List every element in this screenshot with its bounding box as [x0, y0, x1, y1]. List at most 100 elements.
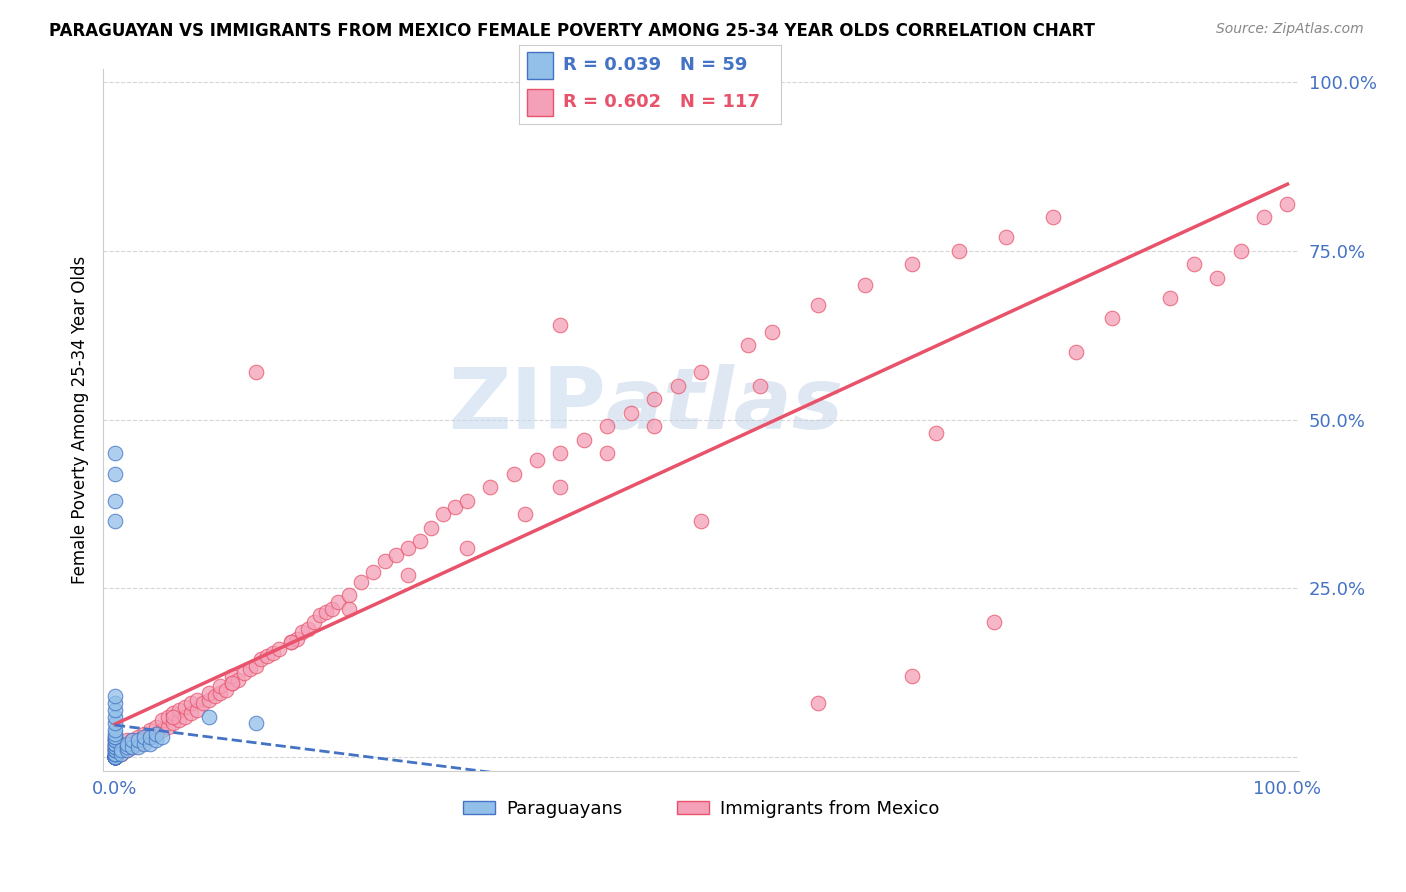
Point: [232, 665, 254, 680]
Point: [1206, 270, 1229, 285]
Point: [110, 740, 132, 755]
Point: [221, 676, 243, 690]
Point: [197, 686, 219, 700]
Point: [901, 257, 924, 271]
Point: [204, 690, 226, 704]
Point: [104, 743, 127, 757]
Point: [256, 648, 278, 663]
Point: [226, 673, 249, 687]
Point: [180, 706, 202, 721]
Point: [221, 669, 243, 683]
Point: [169, 703, 191, 717]
Point: [150, 713, 173, 727]
Point: [245, 659, 267, 673]
Point: [104, 733, 127, 747]
Point: [321, 601, 343, 615]
Point: [337, 588, 360, 602]
Point: [186, 703, 208, 717]
Point: [104, 750, 127, 764]
Point: [145, 720, 167, 734]
Point: [127, 730, 149, 744]
Point: [115, 740, 138, 755]
Point: [104, 750, 127, 764]
Point: [162, 706, 184, 721]
Point: [104, 696, 127, 710]
Point: [1182, 257, 1205, 271]
Point: [302, 615, 325, 629]
Point: [104, 750, 127, 764]
Point: [666, 379, 689, 393]
Point: [110, 747, 132, 761]
Point: [150, 723, 173, 738]
Point: [134, 726, 156, 740]
Point: [191, 696, 214, 710]
Text: Source: ZipAtlas.com: Source: ZipAtlas.com: [1216, 22, 1364, 37]
Point: [267, 642, 290, 657]
Point: [409, 534, 432, 549]
Point: [162, 716, 184, 731]
Point: [104, 740, 127, 755]
Point: [456, 493, 478, 508]
Point: [104, 750, 127, 764]
Point: [925, 426, 948, 441]
Point: [115, 743, 138, 757]
Point: [239, 662, 262, 676]
Point: [104, 446, 127, 460]
FancyBboxPatch shape: [527, 88, 553, 116]
Point: [115, 740, 138, 755]
Point: [115, 737, 138, 751]
Point: [995, 230, 1018, 244]
Point: [104, 730, 127, 744]
Point: [104, 750, 127, 764]
Point: [104, 750, 127, 764]
Point: [104, 733, 127, 747]
Point: [104, 750, 127, 764]
Text: R = 0.039   N = 59: R = 0.039 N = 59: [564, 56, 748, 74]
Point: [479, 480, 502, 494]
Point: [209, 686, 232, 700]
Point: [502, 467, 524, 481]
Point: [127, 733, 149, 747]
Point: [643, 419, 665, 434]
Point: [186, 693, 208, 707]
Point: [620, 406, 643, 420]
Point: [280, 635, 302, 649]
Point: [1042, 210, 1064, 224]
Point: [215, 682, 238, 697]
Point: [1253, 210, 1275, 224]
Point: [104, 750, 127, 764]
Point: [174, 709, 197, 723]
Point: [197, 709, 219, 723]
Point: [104, 743, 127, 757]
Point: [550, 318, 572, 332]
Point: [104, 750, 127, 764]
Point: [104, 737, 127, 751]
Point: [104, 747, 127, 761]
Point: [104, 703, 127, 717]
Point: [104, 750, 127, 764]
Point: [285, 632, 308, 646]
Point: [104, 723, 127, 738]
Point: [807, 298, 830, 312]
Point: [209, 679, 232, 693]
Point: [456, 541, 478, 555]
Point: [104, 750, 127, 764]
Point: [104, 740, 127, 755]
Point: [104, 750, 127, 764]
Point: [515, 507, 537, 521]
Point: [690, 514, 713, 528]
Point: [309, 608, 332, 623]
Point: [291, 625, 314, 640]
Point: [127, 737, 149, 751]
Point: [104, 726, 127, 740]
Point: [444, 500, 467, 515]
Point: [134, 737, 156, 751]
Point: [326, 595, 349, 609]
Point: [104, 467, 127, 481]
Point: [104, 750, 127, 764]
Point: [280, 635, 302, 649]
Text: R = 0.602   N = 117: R = 0.602 N = 117: [564, 93, 761, 112]
Text: PARAGUAYAN VS IMMIGRANTS FROM MEXICO FEMALE POVERTY AMONG 25-34 YEAR OLDS CORREL: PARAGUAYAN VS IMMIGRANTS FROM MEXICO FEM…: [49, 22, 1095, 40]
Point: [104, 737, 127, 751]
Point: [104, 750, 127, 764]
